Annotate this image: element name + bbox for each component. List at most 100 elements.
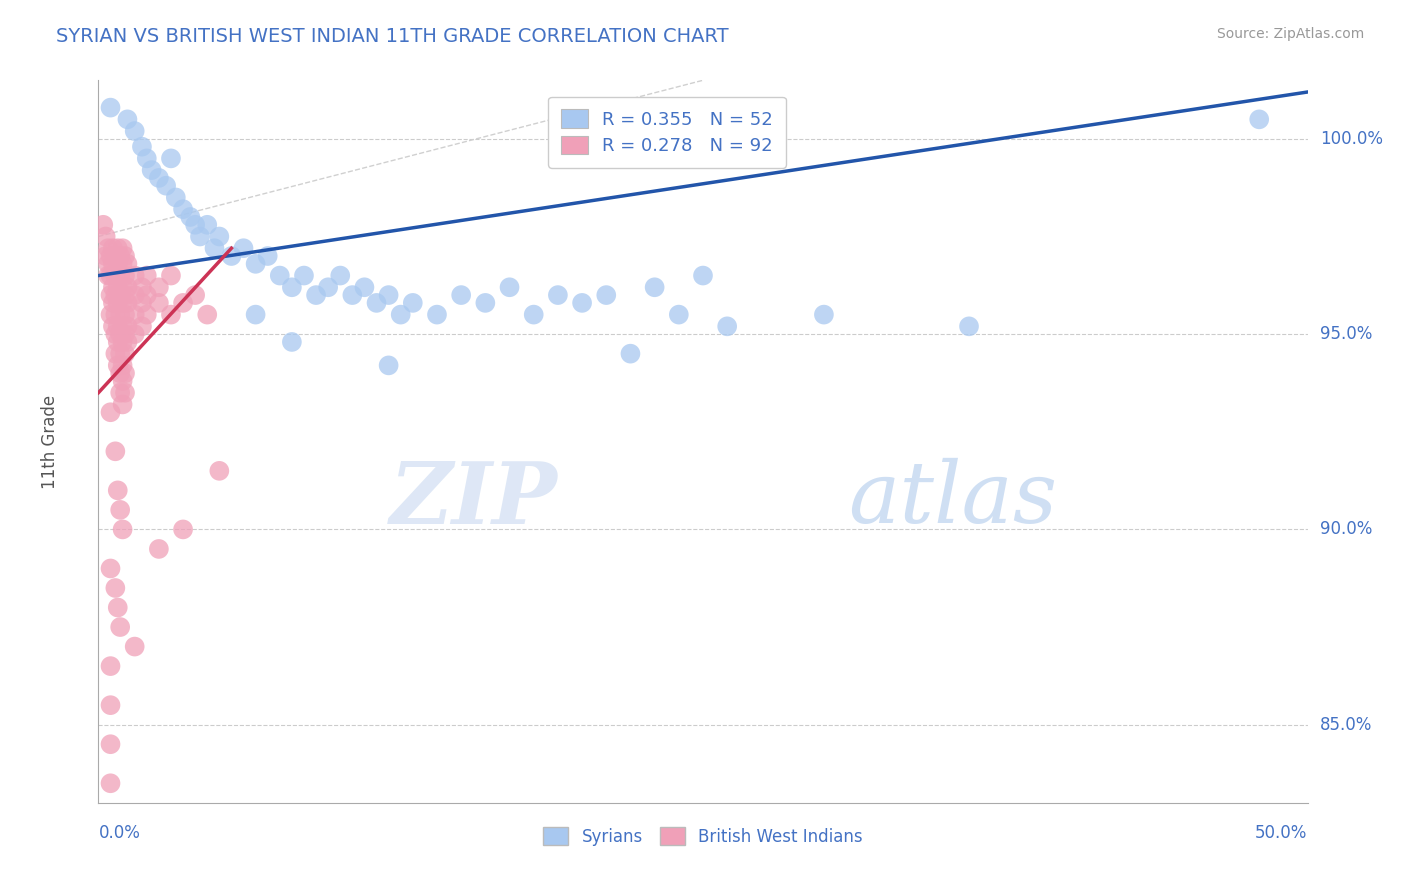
- Point: [165, 190, 187, 204]
- Point: [124, 327, 146, 342]
- Point: [353, 280, 375, 294]
- Point: [114, 346, 136, 360]
- Point: [232, 241, 254, 255]
- Point: [114, 268, 136, 283]
- Point: [111, 319, 134, 334]
- Point: [107, 334, 129, 349]
- Point: [148, 541, 170, 556]
- Point: [124, 124, 146, 138]
- Point: [155, 178, 177, 193]
- Text: 90.0%: 90.0%: [1320, 520, 1372, 539]
- Point: [111, 374, 134, 388]
- Point: [1249, 112, 1271, 127]
- Text: SYRIAN VS BRITISH WEST INDIAN 11TH GRADE CORRELATION CHART: SYRIAN VS BRITISH WEST INDIAN 11TH GRADE…: [56, 27, 728, 45]
- Point: [101, 241, 124, 255]
- Point: [957, 319, 980, 334]
- Point: [108, 249, 131, 263]
- Legend: Syrians, British West Indians: Syrians, British West Indians: [537, 821, 869, 852]
- Text: 50.0%: 50.0%: [1256, 824, 1308, 842]
- Point: [172, 202, 194, 216]
- Text: Source: ZipAtlas.com: Source: ZipAtlas.com: [1216, 27, 1364, 41]
- Text: 85.0%: 85.0%: [1320, 715, 1372, 734]
- Point: [100, 659, 122, 673]
- Point: [188, 229, 211, 244]
- Point: [208, 464, 231, 478]
- Point: [97, 257, 120, 271]
- Point: [111, 296, 134, 310]
- Point: [108, 327, 131, 342]
- Point: [97, 268, 120, 283]
- Point: [124, 268, 146, 283]
- Point: [377, 288, 399, 302]
- Point: [124, 288, 146, 302]
- Point: [108, 268, 131, 283]
- Point: [114, 327, 136, 342]
- Point: [160, 152, 183, 166]
- Point: [100, 249, 122, 263]
- Point: [100, 737, 122, 751]
- Point: [101, 319, 124, 334]
- Point: [160, 268, 183, 283]
- Point: [498, 280, 520, 294]
- Point: [108, 385, 131, 400]
- Point: [100, 101, 122, 115]
- Point: [523, 308, 546, 322]
- Point: [108, 308, 131, 322]
- Point: [101, 257, 124, 271]
- Point: [450, 288, 472, 302]
- Point: [111, 241, 134, 255]
- Point: [100, 776, 122, 790]
- Point: [114, 308, 136, 322]
- Point: [148, 280, 170, 294]
- Point: [342, 288, 364, 302]
- Text: 11th Grade: 11th Grade: [41, 394, 59, 489]
- Point: [281, 280, 304, 294]
- Point: [107, 241, 129, 255]
- Point: [111, 397, 134, 411]
- Point: [117, 112, 139, 127]
- Point: [131, 139, 153, 153]
- Point: [316, 280, 339, 294]
- Point: [114, 249, 136, 263]
- Point: [97, 241, 120, 255]
- Point: [108, 620, 131, 634]
- Point: [716, 319, 738, 334]
- Point: [644, 280, 666, 294]
- Point: [135, 288, 157, 302]
- Point: [221, 249, 243, 263]
- Point: [111, 257, 134, 271]
- Point: [547, 288, 569, 302]
- Point: [107, 280, 129, 294]
- Point: [595, 288, 617, 302]
- Point: [131, 319, 153, 334]
- Point: [104, 288, 127, 302]
- Point: [245, 308, 267, 322]
- Point: [426, 308, 449, 322]
- Point: [100, 288, 122, 302]
- Text: ZIP: ZIP: [389, 458, 558, 541]
- Point: [111, 334, 134, 349]
- Point: [114, 288, 136, 302]
- Point: [108, 366, 131, 380]
- Point: [474, 296, 496, 310]
- Point: [131, 280, 153, 294]
- Point: [571, 296, 593, 310]
- Point: [107, 319, 129, 334]
- Point: [124, 308, 146, 322]
- Point: [135, 268, 157, 283]
- Point: [107, 483, 129, 498]
- Point: [104, 327, 127, 342]
- Point: [195, 218, 218, 232]
- Point: [179, 210, 201, 224]
- Point: [329, 268, 352, 283]
- Point: [117, 280, 139, 294]
- Point: [377, 359, 399, 373]
- Point: [256, 249, 278, 263]
- Point: [148, 170, 170, 185]
- Point: [184, 288, 207, 302]
- Point: [135, 152, 157, 166]
- Point: [813, 308, 835, 322]
- Point: [114, 385, 136, 400]
- Point: [100, 405, 122, 419]
- Point: [107, 359, 129, 373]
